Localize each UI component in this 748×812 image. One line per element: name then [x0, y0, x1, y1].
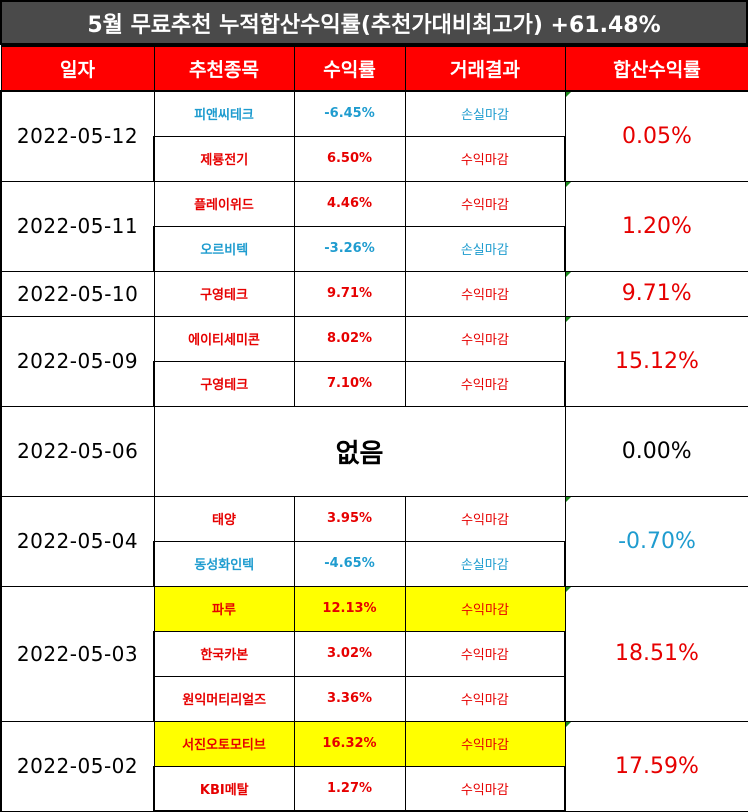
table-row: 동성화인텍 -4.65% 손실마감 [1, 540, 748, 587]
header-date: 일자 [0, 45, 155, 92]
stock-name-cell: 구영테크 [153, 270, 295, 317]
total-return-value: 0.00% [621, 438, 692, 464]
stock-name-cell: 동성화인텍 [153, 540, 295, 587]
no-recommendation-cell: 없음 [153, 405, 566, 497]
table-body: 2022-05-12 피앤씨테크 -6.45% 손실마감 0.05% 제룡전기 6.50% 수… [0, 90, 748, 812]
date-cell: 2022-05-06 [0, 405, 155, 497]
total-return-value: 15.12% [615, 348, 699, 374]
stock-name-cell: 플레이위드 [153, 180, 295, 227]
return-rate-cell: 12.13% [293, 585, 406, 632]
trade-result-cell: 수익마감 [404, 315, 566, 362]
total-return-cell: -0.70% [564, 495, 748, 587]
stock-name-cell: 파루 [153, 585, 295, 632]
return-rate-cell: -3.26% [293, 225, 406, 272]
table-row: 오르비텍 -3.26% 손실마감 [1, 225, 748, 272]
table-row: 2022-05-09 에이티세미콘 8.02% 수익마감 15.12% [0, 315, 748, 407]
total-return-value: -0.70% [618, 528, 696, 554]
results-table: 일자 추천종목 수익률 거래결과 합산수익률 2022-05-12 피앤씨테크 -6… [0, 45, 748, 812]
stock-name-cell: 한국카본 [153, 630, 295, 677]
cell-marker-icon [566, 92, 571, 97]
page-title: 5월 무료추천 누적합산수익률(추천가대비최고가) +61.48% [0, 0, 748, 45]
table-row: 2022-05-06 없음 0.00% [0, 405, 748, 497]
table-row: KBI메탈 1.27% 수익마감 [1, 765, 748, 812]
trade-result-cell: 손실마감 [404, 90, 566, 137]
trade-result-cell: 수익마감 [404, 180, 566, 227]
trade-result-cell: 수익마감 [404, 630, 566, 677]
table-row: 2022-05-10 구영테크 9.71% 수익마감 9.71% [0, 270, 748, 317]
header-rate: 수익률 [293, 45, 406, 92]
cell-marker-icon [566, 181, 571, 187]
date-cell: 2022-05-12 [0, 90, 155, 182]
stock-name-cell: 구영테크 [153, 360, 295, 407]
cell-marker-icon [566, 586, 571, 592]
trade-result-cell: 수익마감 [404, 675, 566, 722]
return-rate-cell: 7.10% [293, 360, 406, 407]
total-return-value: 17.59% [615, 753, 699, 779]
header-stock: 추천종목 [153, 45, 295, 92]
cell-marker-icon [566, 316, 571, 322]
total-return-value: 1.20% [622, 213, 692, 239]
table-row: 2022-05-02 서진오토모티브 16.32% 수익마감 17.59% [0, 720, 748, 812]
date-cell: 2022-05-04 [0, 495, 155, 587]
return-rate-cell: 4.46% [293, 180, 406, 227]
total-return-value: 18.51% [615, 641, 699, 666]
cell-marker-icon [566, 721, 571, 727]
stock-name-cell: 원익머티리얼즈 [153, 675, 295, 722]
total-return-cell: 9.71% [564, 270, 748, 317]
stock-name-cell: 오르비텍 [153, 225, 295, 272]
table-row: 한국카본 3.02% 수익마감 [1, 630, 748, 677]
total-return-cell: 17.59% [564, 720, 748, 812]
stock-name-cell: KBI메탈 [153, 765, 295, 812]
table-row: 제룡전기 6.50% 수익마감 [1, 135, 748, 182]
trade-result-cell: 손실마감 [404, 225, 566, 272]
table-row: 2022-05-11 플레이위드 4.46% 수익마감 1.20% [0, 180, 748, 272]
trade-result-cell: 수익마감 [404, 360, 566, 407]
return-rate-cell: 6.50% [293, 135, 406, 182]
table-row: 2022-05-12 피앤씨테크 -6.45% 손실마감 0.05% [0, 90, 748, 182]
stock-name-cell: 피앤씨테크 [153, 90, 295, 137]
trade-result-cell: 수익마감 [404, 585, 566, 632]
stock-name-cell: 제룡전기 [153, 135, 295, 182]
return-rate-cell: 1.27% [293, 765, 406, 812]
cell-marker-icon [566, 496, 571, 502]
table-row: 원익머티리얼즈 3.36% 수익마감 [1, 675, 748, 722]
date-cell: 2022-05-03 [0, 585, 155, 722]
total-return-cell: 0.05% [564, 90, 748, 182]
return-rate-cell: 8.02% [293, 315, 406, 362]
date-cell: 2022-05-11 [0, 180, 155, 272]
trade-result-cell: 수익마감 [404, 135, 566, 182]
return-rate-cell: 9.71% [293, 270, 406, 317]
header-total: 합산수익률 [564, 45, 748, 92]
date-cell: 2022-05-09 [0, 315, 155, 407]
trade-result-cell: 수익마감 [404, 495, 566, 542]
total-return-cell: 15.12% [564, 315, 748, 407]
cell-marker-icon [565, 271, 571, 277]
return-rate-cell: -6.45% [293, 90, 406, 137]
table-row: 2022-05-03 파루 12.13% 수익마감 18.51% [0, 585, 748, 722]
trade-result-cell: 수익마감 [404, 720, 566, 767]
return-rate-cell: -4.65% [293, 540, 406, 587]
total-return-value: 9.71% [621, 281, 692, 306]
total-return-cell: 1.20% [564, 180, 748, 272]
return-rate-cell: 3.36% [293, 675, 406, 722]
trade-result-cell: 수익마감 [404, 765, 566, 812]
date-cell: 2022-05-02 [0, 720, 155, 812]
return-rate-cell: 16.32% [293, 720, 406, 767]
trade-result-cell: 손실마감 [404, 540, 566, 587]
total-return-value: 0.05% [622, 123, 692, 149]
total-return-cell: 18.51% [564, 585, 748, 722]
stock-name-cell: 태양 [153, 495, 295, 542]
total-return-cell: 0.00% [564, 405, 748, 497]
header-result: 거래결과 [404, 45, 566, 92]
return-rate-cell: 3.95% [293, 495, 406, 542]
stock-name-cell: 에이티세미콘 [153, 315, 295, 362]
date-cell: 2022-05-10 [0, 270, 155, 317]
return-rate-cell: 3.02% [293, 630, 406, 677]
table-row: 2022-05-04 태양 3.95% 수익마감 -0.70% [0, 495, 748, 587]
header-row: 일자 추천종목 수익률 거래결과 합산수익률 [0, 45, 748, 92]
table-row: 구영테크 7.10% 수익마감 [1, 360, 748, 407]
stock-name-cell: 서진오토모티브 [153, 720, 295, 767]
trade-result-cell: 수익마감 [404, 270, 566, 317]
